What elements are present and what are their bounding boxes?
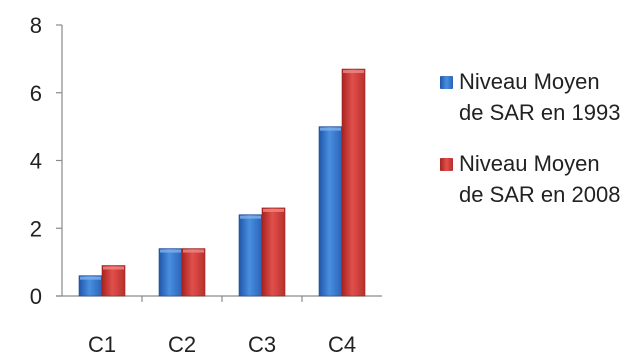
bar-highlight [343,70,364,74]
bar-C1-series-2 [101,265,126,297]
bar-C3-series-1 [238,214,263,297]
bar-highlight [80,276,101,280]
bar-highlight [103,266,124,270]
bar-C2-series-2 [181,248,206,297]
tick-labels: 0 2 4 6 8 C1 C2 C3 C4 [30,13,356,357]
bar-highlight [240,215,261,219]
legend-item-series-1: Niveau Moyen de SAR en 1993 [440,66,636,128]
legend: Niveau Moyen de SAR en 1993 Niveau Moyen… [440,66,636,230]
bar-C3-series-2 [261,207,286,297]
legend-label-series-2: Niveau Moyen de SAR en 2008 [459,151,621,207]
x-tick-label: C1 [88,332,116,357]
bar-C4-series-2 [341,68,366,297]
bar-highlight [320,127,341,131]
x-tick-label: C3 [248,332,276,357]
y-tick-label: 2 [30,216,42,241]
x-tick-label: C4 [328,332,356,357]
bar-highlight [183,249,204,253]
bar-C4-series-1 [318,126,343,297]
legend-swatch-series-1 [440,76,453,89]
legend-swatch-series-2 [440,158,453,171]
bar-highlight [263,208,284,212]
bar-highlight [160,249,181,253]
bars [78,68,366,297]
bar-C2-series-1 [158,248,183,297]
y-tick-label: 0 [30,284,42,309]
legend-item-series-2: Niveau Moyen de SAR en 2008 [440,148,636,210]
legend-label-series-1: Niveau Moyen de SAR en 1993 [459,69,621,125]
x-tick-label: C2 [168,332,196,357]
y-tick-label: 4 [30,149,42,174]
y-tick-label: 6 [30,81,42,106]
y-tick-label: 8 [30,13,42,38]
